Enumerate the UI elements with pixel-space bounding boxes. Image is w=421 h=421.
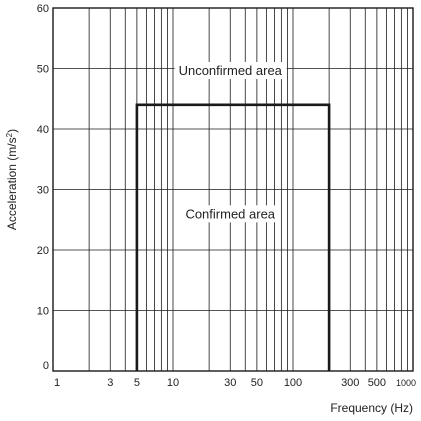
x-tick-label: 10 bbox=[167, 377, 179, 389]
area-label: Confirmed area bbox=[185, 206, 275, 221]
x-tick-label: 100 bbox=[284, 377, 302, 389]
y-tick-label: 30 bbox=[37, 185, 49, 197]
y-tick-label: 40 bbox=[37, 124, 49, 136]
x-tick-label: 500 bbox=[368, 377, 386, 389]
plot-frame bbox=[52, 7, 414, 372]
y-tick-label: 60 bbox=[37, 3, 49, 15]
y-axis-label: Acceleration (m/s2) bbox=[5, 129, 20, 230]
y-tick-label: 10 bbox=[37, 306, 49, 318]
area-label-background bbox=[181, 205, 280, 223]
x-axis-label: Frequency (Hz) bbox=[330, 401, 413, 415]
y-tick-label: 20 bbox=[37, 245, 49, 257]
area-label: Unconfirmed area bbox=[179, 63, 283, 78]
y-tick-label: 0 bbox=[43, 360, 49, 372]
x-tick-labels: 1 3 5 10 30 50 100 300 500 1000 bbox=[54, 377, 416, 389]
confirmed-region-outline bbox=[135, 103, 331, 371]
area-annotations: Unconfirmed area Confirmed area bbox=[174, 61, 287, 223]
y-tick-labels: 0 10 20 30 40 50 60 bbox=[37, 3, 49, 372]
x-tick-label: 300 bbox=[341, 377, 359, 389]
x-tick-label: 3 bbox=[107, 377, 113, 389]
x-tick-label: 30 bbox=[224, 377, 236, 389]
x-tick-label: 1 bbox=[54, 377, 60, 389]
x-tick-label: 50 bbox=[251, 377, 263, 389]
x-tick-label: 1000 bbox=[396, 378, 416, 388]
confirmed-region bbox=[135, 103, 331, 371]
x-tick-label: 5 bbox=[134, 377, 140, 389]
area-label-background bbox=[174, 61, 287, 79]
y-tick-label: 50 bbox=[37, 64, 49, 76]
